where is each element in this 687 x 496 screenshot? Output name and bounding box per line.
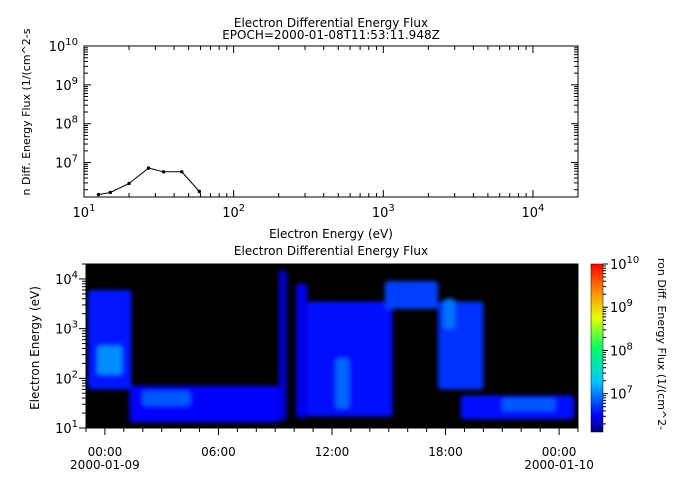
spectrogram-x-tick-label: 00:00 <box>542 445 577 459</box>
line-plot-x-tick-label: 104 <box>521 203 544 221</box>
line-plot-x-tick-label: 103 <box>372 203 395 221</box>
spectrogram-flux-region <box>97 345 122 375</box>
spectrogram-flux-region <box>335 358 350 409</box>
spectrogram-flux-region <box>384 281 438 309</box>
line-plot-x-ticks: 101 102 103 104 <box>73 46 579 221</box>
line-plot-y-tick-label: 108 <box>55 115 78 133</box>
line-data-point <box>146 166 151 170</box>
line-data-point <box>180 170 184 174</box>
spectrogram-flux-region <box>279 270 287 421</box>
line-plot-title: Electron Differential Energy Flux <box>234 16 428 30</box>
spectrogram-title: Electron Differential Energy Flux <box>234 244 428 258</box>
colorbar: 107 108 109 1010 ron Diff. Energy Flux (1/(… <box>590 255 668 433</box>
spectrogram-flux-region <box>296 283 308 418</box>
colorbar-tick-label: 108 <box>610 341 633 359</box>
colorbar-gradient <box>590 263 604 433</box>
spectrogram-x-tick-label: 06:00 <box>201 445 236 459</box>
line-plot-y-tick-label: 109 <box>55 76 78 94</box>
line-plot-frame <box>83 45 579 198</box>
spectrogram-x-date-label: 2000-01-09 <box>70 458 140 472</box>
line-plot-x-tick-label: 101 <box>73 203 96 221</box>
spectrogram-y-tick-label: 102 <box>55 369 78 387</box>
colorbar-tick-label: 1010 <box>610 255 639 273</box>
spectrogram-regions <box>87 270 575 423</box>
line-plot-subtitle: EPOCH=2000-01-08T11:53:11.948Z <box>222 28 440 42</box>
line-data-point <box>96 192 101 197</box>
line-plot-x-tick-label: 102 <box>222 203 245 221</box>
line-plot-y-axis-label: n Diff. Energy Flux (1/(cm^2-s <box>20 28 33 195</box>
spectrogram-flux-region <box>443 298 455 329</box>
line-plot-y-tick-label: 107 <box>55 154 78 172</box>
line-plot-panel: Electron Differential Energy Flux EPOCH=… <box>20 16 579 241</box>
spectrogram-flux-region <box>87 289 132 390</box>
spectrogram-x-tick-label: 18:00 <box>428 445 463 459</box>
spectrogram-y-tick-label: 103 <box>55 320 78 338</box>
line-data-point <box>197 189 202 194</box>
line-plot-y-tick-label: 1010 <box>49 37 78 55</box>
colorbar-label: ron Diff. Energy Flux (1/(cm^2- <box>655 258 668 430</box>
line-data-point <box>108 190 113 195</box>
spectrogram-panel: Electron Differential Energy Flux 101 102… <box>28 244 594 472</box>
spectrogram-flux-region <box>307 301 393 417</box>
spectrogram-x-tick-label: 00:00 <box>88 445 123 459</box>
line-series <box>98 167 200 196</box>
colorbar-tick-label: 109 <box>610 298 633 316</box>
spectrogram-flux-region <box>502 398 556 411</box>
colorbar-tick-label: 107 <box>610 385 633 403</box>
spectrogram-y-ticks: 101 102 103 104 <box>55 263 86 437</box>
spectrogram-y-axis-label: Electron Energy (eV) <box>28 286 42 410</box>
spectrogram-x-tick-label: 12:00 <box>315 445 350 459</box>
line-plot-series <box>96 166 202 197</box>
spectrogram-x-date-label: 2000-01-10 <box>524 458 594 472</box>
spectrogram-y-tick-label: 104 <box>55 270 78 288</box>
colorbar-ticks: 107 108 109 1010 <box>603 255 639 425</box>
line-plot-y-ticks: 107 108 109 1010 <box>49 37 578 191</box>
line-data-point <box>161 170 166 174</box>
spectrogram-y-tick-label: 101 <box>55 419 78 437</box>
line-plot-x-axis-label: Electron Energy (eV) <box>269 227 393 241</box>
spectrogram-flux-region <box>142 391 191 406</box>
line-data-point <box>127 181 131 186</box>
